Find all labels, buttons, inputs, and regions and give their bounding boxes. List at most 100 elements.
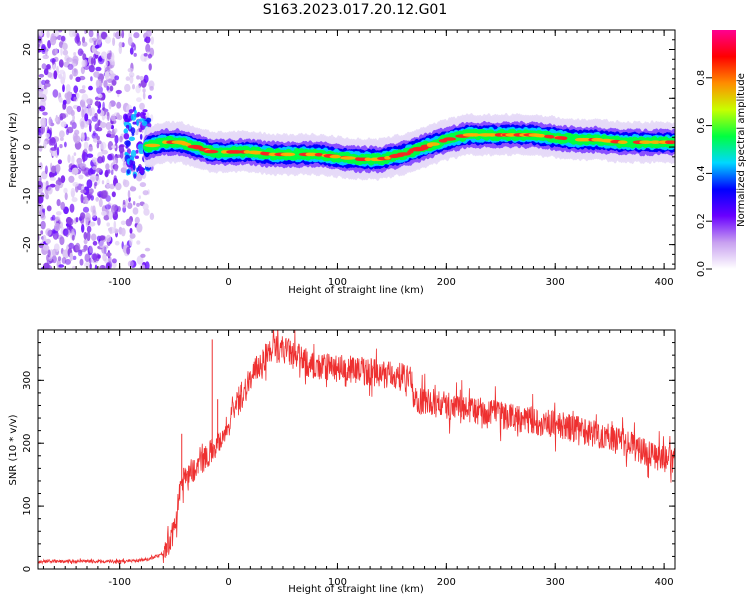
noise-blob [139,76,144,81]
noise-blob [73,85,79,94]
noise-blob [41,63,47,70]
noise-blob [110,58,116,66]
colorbar-tick-label: 0.2 [696,213,707,229]
noise-blob [94,51,101,55]
noise-blob [110,169,114,175]
noise-blob [88,30,94,38]
noise-blob [39,176,42,182]
noise-blob [59,236,65,246]
noise-blob [38,195,44,204]
noise-blob [92,240,98,246]
noise-blob [124,114,128,120]
noise-blob [91,253,97,260]
noise-blob [142,109,148,113]
noise-blob [54,223,61,232]
spectrogram-peak [384,156,391,160]
noise-blob [41,44,46,52]
noise-blob [69,121,73,125]
noise-blob [90,173,97,181]
noise-blob [55,211,62,216]
colorbar-ticks: 0.0 0.2 0.4 0.6 0.8 [696,70,712,277]
noise-blob [141,120,148,126]
x-tick-label: 200 [437,577,456,588]
noise-blob [97,254,101,259]
noise-blob [46,63,51,70]
noise-blob [51,165,57,174]
noise-blob [62,49,69,56]
noise-blob [136,202,140,207]
noise-blob [114,163,119,172]
noise-blob [145,36,151,44]
x-tick-label: 0 [225,277,231,288]
noise-blob [49,176,57,181]
noise-blob [123,133,130,140]
noise-blob [89,245,93,254]
noise-blob [93,71,100,78]
noise-blob [81,165,86,175]
noise-blob [38,30,44,37]
spectrogram-peak [396,152,411,156]
noise-blob [41,79,46,85]
noise-blob [38,73,45,78]
noise-blob [86,231,91,242]
spectrogram-y-label: Frequency (Hz) [8,112,19,188]
noise-blob [127,260,134,268]
noise-blob [47,40,52,49]
y-tick-label: 0 [22,144,33,150]
noise-blob [128,109,134,114]
noise-blob [60,121,67,128]
noise-blob [38,105,46,112]
noise-blob [83,231,88,240]
noise-blob [97,156,104,164]
noise-blob [142,88,146,93]
noise-blob [50,147,57,151]
spectrogram-frame [37,29,676,270]
x-tick-label: 300 [546,577,565,588]
noise-blob [89,257,92,264]
noise-blob [54,48,58,55]
noise-blob [119,151,124,159]
noise-blob [97,108,101,114]
noise-blob [134,155,139,159]
noise-blob [86,98,94,105]
noise-blob [52,229,56,234]
x-tick-label: 400 [655,277,674,288]
noise-blob [54,30,60,37]
noise-blob [68,242,75,249]
noise-blob [106,85,110,91]
noise-blob [115,89,122,95]
noise-blob [142,92,146,100]
noise-blob [128,136,135,142]
noise-blob [94,100,100,107]
noise-blob [104,71,110,80]
noise-blob [58,41,64,48]
noise-blob [135,173,143,182]
noise-blob [114,31,122,40]
noise-blob [50,58,56,63]
noise-blob [68,168,73,173]
noise-blob [83,244,88,251]
noise-blob [125,124,130,129]
noise-blob [145,30,152,38]
noise-blob [74,129,80,136]
noise-blob [51,255,57,264]
spectrogram-peak [443,137,456,141]
noise-blob [59,130,65,139]
noise-blob [138,195,141,200]
noise-blob [105,60,109,67]
noise-blob [84,197,89,205]
noise-blob [99,121,107,129]
noise-blob [120,227,126,237]
noise-blob [92,166,97,170]
noise-blob [76,105,82,113]
noise-blob [52,64,56,70]
spectrogram-peak [639,140,652,144]
noise-blob [105,163,110,170]
noise-blob [149,86,154,91]
noise-blob [65,84,71,94]
spectrogram-peak [329,154,342,159]
noise-blob [79,258,84,266]
noise-blob [147,53,152,59]
spectrogram-peak [314,152,324,157]
